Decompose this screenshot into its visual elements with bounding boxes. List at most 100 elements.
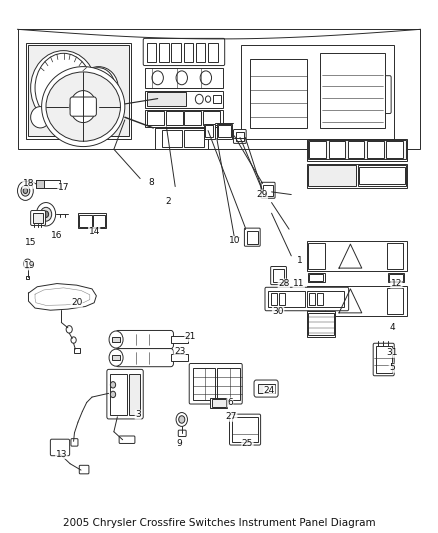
Text: 11: 11 — [293, 279, 304, 288]
Bar — [147, 92, 186, 106]
Bar — [309, 141, 326, 158]
Text: 4: 4 — [389, 324, 395, 332]
Bar — [74, 348, 80, 353]
FancyBboxPatch shape — [178, 430, 186, 437]
Circle shape — [70, 91, 96, 123]
Ellipse shape — [46, 72, 120, 141]
Bar — [307, 286, 407, 316]
Bar — [110, 374, 127, 415]
Circle shape — [82, 68, 115, 108]
FancyBboxPatch shape — [254, 380, 278, 397]
Text: 30: 30 — [272, 308, 284, 316]
Circle shape — [23, 188, 28, 193]
Bar — [166, 111, 183, 125]
Bar — [145, 110, 223, 127]
Bar — [205, 125, 213, 137]
FancyBboxPatch shape — [71, 439, 78, 446]
Bar — [376, 346, 392, 373]
Circle shape — [40, 207, 52, 221]
Circle shape — [71, 337, 76, 343]
Text: 5: 5 — [389, 364, 395, 372]
Circle shape — [66, 326, 72, 333]
Bar — [279, 293, 285, 305]
Bar — [147, 111, 164, 125]
Bar — [217, 124, 232, 139]
FancyBboxPatch shape — [143, 38, 225, 66]
Bar — [263, 185, 273, 196]
Bar — [145, 91, 223, 108]
Bar — [28, 45, 129, 136]
FancyBboxPatch shape — [373, 343, 394, 376]
Circle shape — [21, 185, 30, 196]
Bar — [112, 355, 120, 360]
Bar — [268, 291, 305, 307]
Circle shape — [93, 82, 104, 94]
Text: 18: 18 — [23, 180, 34, 188]
Bar — [171, 354, 188, 361]
Bar — [232, 417, 258, 442]
Circle shape — [176, 413, 187, 426]
Bar — [212, 399, 226, 407]
Bar — [271, 293, 277, 305]
Bar — [309, 274, 323, 281]
Text: 1: 1 — [297, 256, 303, 264]
FancyBboxPatch shape — [50, 439, 70, 456]
Bar — [147, 43, 156, 62]
FancyBboxPatch shape — [119, 436, 135, 443]
Bar — [204, 124, 215, 139]
Bar — [184, 111, 201, 125]
Text: 24: 24 — [264, 386, 275, 394]
Ellipse shape — [79, 67, 118, 109]
Bar — [129, 374, 140, 415]
Bar — [208, 43, 218, 62]
Bar — [308, 313, 334, 335]
Bar — [159, 43, 169, 62]
Circle shape — [176, 71, 187, 85]
FancyBboxPatch shape — [79, 465, 89, 474]
Bar — [387, 243, 403, 269]
Bar — [348, 141, 364, 158]
Bar — [217, 368, 240, 400]
Text: 28: 28 — [278, 279, 290, 288]
Text: 13: 13 — [56, 450, 67, 458]
Circle shape — [24, 259, 32, 269]
Bar — [307, 164, 407, 188]
Circle shape — [328, 85, 346, 107]
Text: 9: 9 — [177, 439, 183, 448]
Bar — [78, 213, 106, 228]
FancyBboxPatch shape — [265, 287, 349, 311]
Bar — [308, 288, 325, 314]
FancyBboxPatch shape — [244, 228, 260, 246]
Bar — [328, 141, 345, 158]
Bar — [193, 368, 215, 400]
Text: 14: 14 — [88, 228, 100, 236]
Circle shape — [200, 71, 212, 85]
Circle shape — [152, 71, 163, 85]
Text: 2005 Chrysler Crossfire Switches Instrument Panel Diagram: 2005 Chrysler Crossfire Switches Instrum… — [63, 518, 375, 528]
Circle shape — [109, 349, 123, 366]
Text: 17: 17 — [58, 183, 69, 192]
Bar — [210, 398, 227, 408]
FancyBboxPatch shape — [70, 97, 96, 116]
Bar — [247, 231, 258, 244]
Bar — [79, 215, 92, 227]
FancyBboxPatch shape — [189, 364, 242, 404]
Bar — [145, 68, 223, 88]
FancyBboxPatch shape — [116, 349, 173, 367]
Circle shape — [109, 331, 123, 348]
Text: 20: 20 — [71, 298, 82, 307]
Bar — [112, 337, 120, 342]
FancyBboxPatch shape — [230, 414, 261, 445]
Text: 16: 16 — [51, 231, 63, 240]
Bar — [387, 288, 403, 314]
Text: 8: 8 — [148, 178, 154, 187]
FancyBboxPatch shape — [271, 266, 286, 285]
Bar — [308, 165, 356, 186]
Circle shape — [205, 96, 211, 102]
Bar — [317, 293, 323, 305]
Bar — [26, 43, 131, 139]
Bar — [162, 130, 182, 147]
Text: 15: 15 — [25, 238, 36, 247]
Bar — [196, 43, 205, 62]
Text: 12: 12 — [391, 279, 402, 288]
